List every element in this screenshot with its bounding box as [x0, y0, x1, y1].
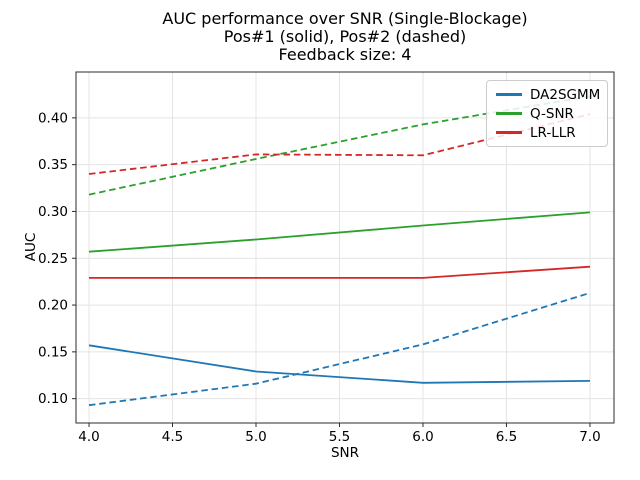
legend-label-q-snr: Q-SNR	[530, 105, 574, 122]
legend-label-da2sgmm: DA2SGMM	[530, 86, 601, 103]
chart-title: AUC performance over SNR (Single-Blockag…	[76, 10, 614, 64]
series-da2sgmm-pos1-line	[88, 344, 591, 384]
x-axis-label: SNR	[330, 445, 360, 461]
x-tick-label-7.0: 7.0	[579, 429, 600, 445]
x-tick-label-4.0: 4.0	[78, 429, 99, 445]
y-tick-label-0.25: 0.25	[38, 251, 68, 267]
x-tick-label-6.5: 6.5	[496, 429, 517, 445]
y-tick-label-0.10: 0.10	[38, 391, 68, 407]
series-q-snr-pos1-line	[88, 211, 591, 253]
legend: DA2SGMM Q-SNR LR-LLR	[486, 80, 608, 147]
series-lr-llr-pos2-line	[88, 113, 591, 175]
y-tick-label-0.15: 0.15	[38, 344, 68, 360]
legend-item-lr-llr: LR-LLR	[496, 124, 598, 142]
legend-line-sample-lr-llr	[496, 131, 522, 134]
x-tick-label-6.0: 6.0	[412, 429, 433, 445]
y-tick-label-0.20: 0.20	[38, 298, 68, 314]
x-tick-label-5.0: 5.0	[245, 429, 266, 445]
x-tick-label-5.5: 5.5	[329, 429, 350, 445]
y-axis-label: AUC	[23, 232, 39, 262]
y-tick-label-0.35: 0.35	[38, 157, 68, 173]
legend-label-lr-llr: LR-LLR	[530, 124, 576, 141]
series-lr-llr-pos1-line	[89, 265, 591, 279]
x-tick-label-4.5: 4.5	[162, 429, 183, 445]
legend-line-sample-q-snr	[496, 112, 522, 115]
legend-item-q-snr: Q-SNR	[496, 105, 598, 123]
y-tick-label-0.30: 0.30	[38, 204, 68, 220]
title-line-1: AUC performance over SNR (Single-Blockag…	[162, 9, 528, 28]
legend-line-sample-da2sgmm	[496, 93, 522, 96]
y-tick-label-0.40: 0.40	[38, 110, 68, 126]
title-line-3: Feedback size: 4	[278, 45, 412, 64]
axes-spines	[75, 71, 615, 424]
series-da2sgmm-pos2-line	[88, 292, 591, 407]
title-line-2: Pos#1 (solid), Pos#2 (dashed)	[223, 27, 467, 46]
legend-item-da2sgmm: DA2SGMM	[496, 86, 601, 104]
